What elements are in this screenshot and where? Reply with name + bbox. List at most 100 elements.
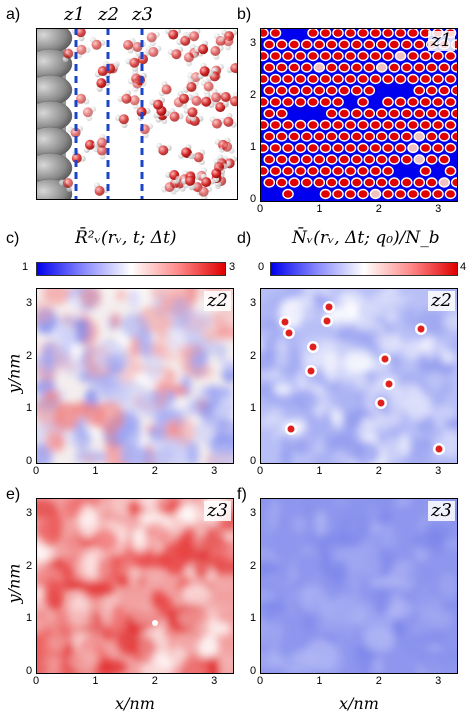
y-axis-label-e: y/nm bbox=[4, 564, 23, 604]
lattice-site bbox=[351, 154, 363, 164]
lattice-site bbox=[351, 108, 363, 118]
hotspot bbox=[415, 323, 427, 335]
c-ytick-2: 2 bbox=[26, 350, 32, 362]
panel-c-cbar-min: 1 bbox=[22, 261, 28, 273]
lattice-site bbox=[382, 120, 394, 130]
rsq-map-z3 bbox=[37, 499, 233, 673]
lattice-site bbox=[370, 143, 382, 153]
lattice-site bbox=[426, 131, 438, 141]
lattice-site bbox=[301, 62, 313, 72]
panel-f-label: f) bbox=[237, 486, 247, 504]
lattice-site bbox=[420, 74, 432, 84]
lattice-site bbox=[426, 85, 438, 95]
panel-b-label: b) bbox=[237, 6, 251, 24]
lattice-site bbox=[363, 177, 375, 187]
lattice-site bbox=[332, 166, 344, 176]
panel-c-zlabel: z2 bbox=[204, 291, 231, 311]
lattice-site bbox=[263, 85, 275, 95]
lattice-site bbox=[445, 189, 457, 199]
panel-e-label: e) bbox=[6, 486, 20, 504]
z1-label: z1 bbox=[64, 4, 85, 25]
count-map-z3 bbox=[261, 499, 457, 673]
panel-c-label: c) bbox=[6, 230, 19, 248]
d-xtick-2: 2 bbox=[376, 465, 382, 477]
panel-d-cbar-max: 4 bbox=[460, 261, 466, 273]
f-xtick-0: 0 bbox=[257, 675, 263, 687]
lattice-site bbox=[407, 143, 419, 153]
hotspot bbox=[285, 423, 297, 435]
panel-e-zlabel: z3 bbox=[204, 501, 231, 521]
hotspot bbox=[379, 353, 391, 365]
lattice-site bbox=[345, 120, 357, 130]
lattice-site bbox=[307, 74, 319, 84]
lattice-site bbox=[388, 154, 400, 164]
lattice-site bbox=[320, 143, 332, 153]
lattice-site bbox=[413, 131, 425, 141]
lattice-site bbox=[420, 166, 432, 176]
e-xtick-1: 1 bbox=[92, 675, 98, 687]
lattice-site bbox=[407, 120, 419, 130]
lattice-site bbox=[376, 177, 388, 187]
lattice-site bbox=[407, 51, 419, 61]
lattice-site bbox=[432, 189, 444, 199]
lattice-site bbox=[420, 189, 432, 199]
lattice-site bbox=[288, 39, 300, 49]
lattice-site bbox=[301, 85, 313, 95]
lattice-site bbox=[445, 166, 457, 176]
lattice-site bbox=[363, 131, 375, 141]
lattice-site bbox=[438, 131, 450, 141]
lattice-site bbox=[351, 62, 363, 72]
d-ytick-2: 2 bbox=[250, 350, 256, 362]
lattice-site bbox=[332, 97, 344, 107]
lattice-site bbox=[320, 97, 332, 107]
lattice-site bbox=[445, 74, 457, 84]
lattice-site bbox=[401, 177, 413, 187]
lattice-site bbox=[407, 97, 419, 107]
lattice-site bbox=[432, 143, 444, 153]
lattice-site bbox=[288, 85, 300, 95]
panel-c-colorbar bbox=[36, 262, 226, 276]
lattice-site bbox=[295, 51, 307, 61]
x-axis-label-f: x/nm bbox=[339, 694, 379, 713]
lattice-site bbox=[295, 97, 307, 107]
lattice-site bbox=[313, 62, 325, 72]
lattice-site bbox=[376, 62, 388, 72]
lattice-site bbox=[388, 108, 400, 118]
lattice-site bbox=[370, 189, 382, 199]
rsq-map-z2 bbox=[37, 289, 233, 463]
panel-c-title: R̄²ᵥ(rᵥ, t; Δt) bbox=[75, 228, 177, 248]
z3-label: z3 bbox=[132, 4, 153, 25]
lattice-site bbox=[276, 177, 288, 187]
f-ytick-1: 1 bbox=[250, 612, 256, 624]
f-xtick-2: 2 bbox=[376, 675, 382, 687]
lattice-site bbox=[345, 166, 357, 176]
lattice-site bbox=[351, 39, 363, 49]
lattice-site bbox=[382, 189, 394, 199]
lattice-site bbox=[307, 97, 319, 107]
lattice-site bbox=[370, 120, 382, 130]
panel-c-plot: z2 bbox=[36, 288, 234, 464]
lattice-site bbox=[395, 97, 407, 107]
lattice-site bbox=[338, 85, 350, 95]
lattice-site bbox=[282, 143, 294, 153]
lattice-site bbox=[388, 39, 400, 49]
c-xtick-3: 3 bbox=[211, 465, 217, 477]
lattice-site bbox=[282, 74, 294, 84]
lattice-site bbox=[395, 120, 407, 130]
z2-label: z2 bbox=[98, 4, 119, 25]
panel-d-colorbar bbox=[270, 262, 458, 276]
panel-c-cbar-max: 3 bbox=[229, 261, 235, 273]
lattice-site bbox=[295, 74, 307, 84]
lattice-site bbox=[345, 51, 357, 61]
lattice-site bbox=[307, 166, 319, 176]
lattice-site bbox=[438, 62, 450, 72]
panel-d-plot: z2 bbox=[260, 288, 458, 464]
lattice-site bbox=[401, 154, 413, 164]
lattice-site bbox=[326, 62, 338, 72]
lattice-site bbox=[357, 97, 369, 107]
hotspot bbox=[323, 301, 335, 313]
d-ytick-3: 3 bbox=[250, 297, 256, 309]
lattice-site bbox=[282, 51, 294, 61]
b-ytick-0: 0 bbox=[250, 193, 256, 205]
lattice-site bbox=[401, 131, 413, 141]
